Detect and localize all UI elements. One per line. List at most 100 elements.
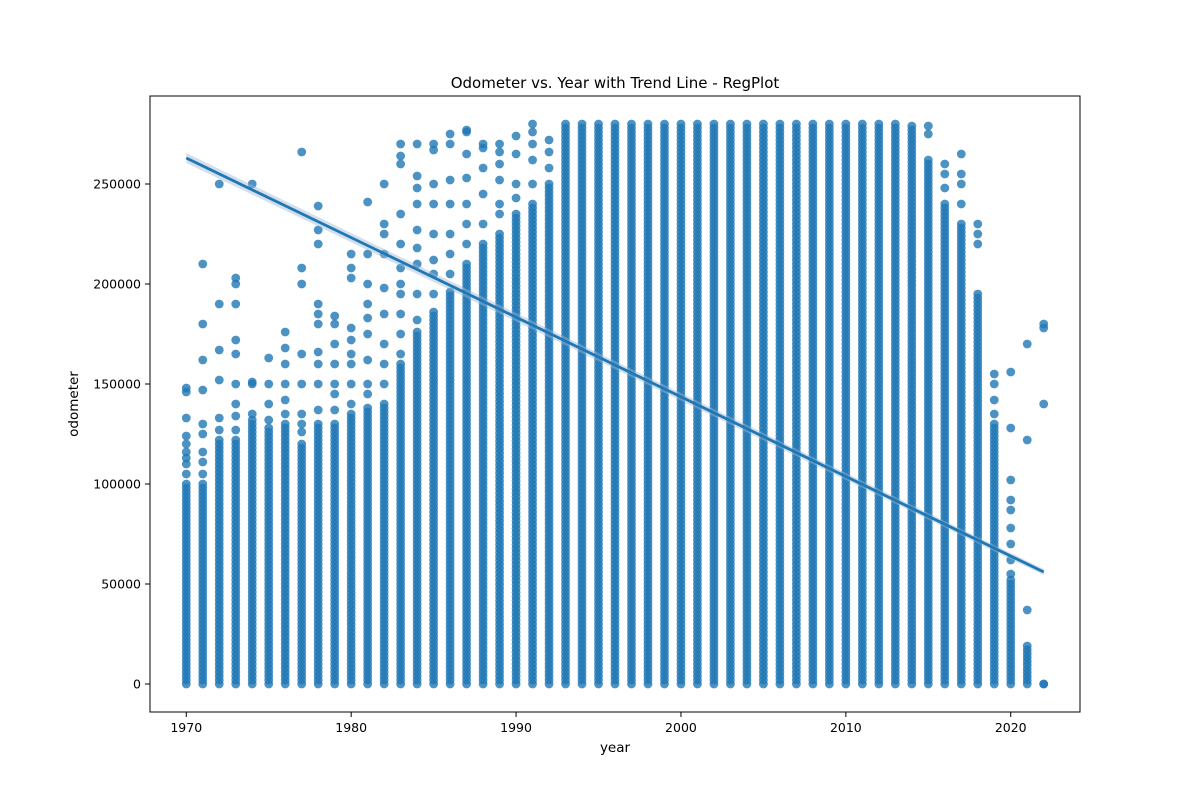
scatter-point (511, 193, 521, 203)
scatter-column-1972 (214, 179, 224, 689)
scatter-point (676, 119, 686, 129)
scatter-point (280, 419, 290, 429)
scatter-point (396, 279, 406, 289)
scatter-point (610, 119, 620, 129)
scatter-point (379, 229, 389, 239)
scatter-point (824, 119, 834, 129)
scatter-point (462, 149, 471, 159)
scatter-column-1970 (181, 383, 191, 689)
scatter-point (313, 347, 323, 357)
scatter-column-2010 (841, 119, 851, 689)
scatter-point (346, 249, 356, 259)
scatter-point (379, 379, 389, 389)
scatter-point (346, 349, 356, 359)
scatter-point (759, 119, 768, 129)
scatter-point (280, 409, 290, 419)
scatter-column-2002 (709, 119, 719, 689)
scatter-point (297, 409, 307, 419)
scatter-point (363, 403, 373, 413)
scatter-column-1994 (577, 119, 587, 689)
scatter-point (544, 147, 554, 157)
scatter-point (280, 327, 290, 337)
scatter-point (429, 199, 439, 209)
scatter-point (297, 379, 307, 389)
scatter-point (313, 419, 323, 429)
scatter-point (495, 229, 504, 239)
scatter-column-2013 (890, 119, 900, 689)
scatter-point (528, 119, 537, 129)
scatter-point (429, 255, 439, 265)
scatter-column-1973 (231, 273, 241, 689)
scatter-point (313, 359, 323, 369)
scatter-point (841, 119, 851, 129)
scatter-point (528, 199, 537, 209)
scatter-column-2004 (742, 119, 752, 689)
scatter-column-2000 (676, 119, 686, 689)
scatter-column-1999 (660, 119, 669, 689)
scatter-point (280, 343, 290, 353)
scatter-column-1976 (280, 327, 290, 689)
scatter-point (231, 299, 241, 309)
scatter-point (297, 279, 307, 289)
scatter-point (297, 349, 307, 359)
scatter-point (594, 119, 603, 129)
scatter-column-2009 (824, 119, 834, 689)
scatter-point (445, 175, 455, 185)
scatter-point (313, 379, 323, 389)
scatter-point (346, 359, 356, 369)
scatter-point (231, 379, 241, 389)
scatter-column-1995 (594, 119, 603, 689)
scatter-column-1998 (643, 119, 653, 689)
scatter-point (330, 379, 340, 389)
scatter-point (264, 399, 274, 409)
scatter-point (231, 273, 241, 283)
scatter-point (462, 259, 471, 269)
scatter-column-1983 (396, 139, 406, 689)
scatter-point (660, 119, 669, 129)
scatter-point (544, 135, 554, 145)
scatter-point (330, 319, 340, 329)
scatter-point (214, 425, 224, 435)
scatter-point (313, 201, 323, 211)
scatter-point (330, 389, 340, 399)
scatter-point (231, 335, 241, 345)
scatter-point (396, 329, 406, 339)
scatter-point (379, 339, 389, 349)
scatter-column-2006 (775, 119, 785, 689)
scatter-point (297, 263, 307, 273)
scatter-column-1991 (528, 119, 537, 689)
scatter-column-1993 (561, 119, 570, 689)
scatter-point (396, 239, 406, 249)
scatter-point (313, 319, 323, 329)
scatter-point (346, 263, 356, 273)
scatter-point (511, 179, 521, 189)
scatter-point (874, 119, 884, 129)
scatter-point (528, 139, 537, 149)
scatter-point (396, 263, 406, 273)
scatter-column-1971 (198, 259, 208, 689)
scatter-point (346, 323, 356, 333)
scatter-point (214, 375, 224, 385)
scatter-column-1996 (610, 119, 620, 689)
scatter-point (363, 389, 373, 399)
scatter-point (412, 315, 422, 325)
scatter-column-2008 (808, 119, 818, 689)
scatter-point (379, 359, 389, 369)
scatter-point (313, 309, 323, 319)
scatter-point (462, 173, 471, 183)
scatter-point (363, 299, 373, 309)
scatter-column-1988 (478, 139, 488, 689)
scatter-point (346, 399, 356, 409)
scatter-point (379, 219, 389, 229)
scatter-point (445, 199, 455, 209)
scatter-point (198, 259, 208, 269)
scatter-column-1990 (511, 131, 521, 689)
scatter-point (264, 353, 274, 363)
scatter-point (313, 239, 323, 249)
scatter-point (412, 199, 422, 209)
scatter-point (742, 119, 752, 129)
scatter-point (577, 119, 587, 129)
scatter-point (198, 479, 208, 489)
scatter-point (429, 139, 439, 149)
